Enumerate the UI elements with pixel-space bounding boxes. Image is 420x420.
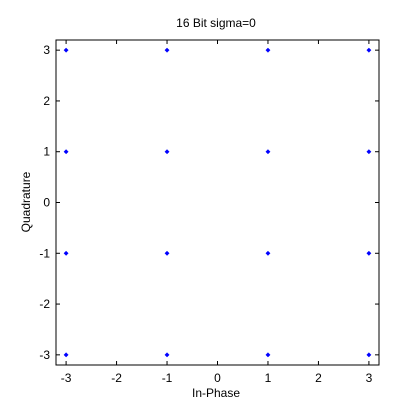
y-tick-label: 0 [43,196,50,210]
plot-axes [55,39,380,366]
y-tick-label: -2 [39,297,50,311]
data-point [164,250,170,256]
data-point [164,149,170,155]
data-point [63,47,69,53]
x-tick-label: 3 [366,371,373,385]
plot-frame [55,39,380,366]
data-point [63,352,69,358]
data-point [265,352,271,358]
x-tick-label: -1 [162,371,173,385]
data-point [164,352,170,358]
data-point [265,250,271,256]
x-axis-label: In-Phase [192,386,240,400]
chart-title: 16 Bit sigma=0 [176,16,256,30]
data-point [366,149,372,155]
data-point [366,352,372,358]
data-point [366,250,372,256]
x-tick-label: 1 [265,371,272,385]
y-axis-ticks: -3 -2 -1 0 1 2 3 [39,43,379,362]
data-point [63,250,69,256]
y-tick-label: 3 [43,43,50,57]
data-point [265,149,271,155]
x-tick-label: -2 [111,371,122,385]
x-tick-label: -3 [61,371,72,385]
data-points [63,47,372,358]
y-tick-label: 1 [43,145,50,159]
y-tick-label: 2 [43,94,50,108]
y-tick-label: -3 [39,348,50,362]
x-tick-label: 0 [214,371,221,385]
x-axis-ticks: -3 -2 -1 0 1 2 3 [61,40,373,385]
x-tick-label: 2 [315,371,322,385]
y-axis-label: Quadrature [19,171,33,232]
data-point [63,149,69,155]
data-point [265,47,271,53]
y-tick-label: -1 [39,246,50,260]
data-point [366,47,372,53]
data-point [164,47,170,53]
